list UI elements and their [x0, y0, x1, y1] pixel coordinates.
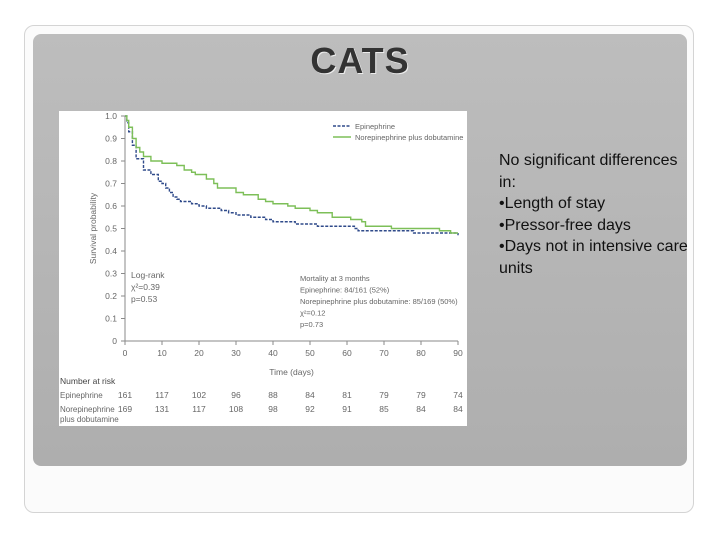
legend-label: Epinephrine — [355, 122, 395, 131]
x-tick-label: 60 — [342, 348, 352, 358]
risk-table-value: 85 — [379, 404, 389, 414]
y-axis-label: Survival probability — [88, 192, 98, 264]
slide-title: CATS — [310, 40, 410, 81]
y-tick-label: 0.3 — [105, 269, 117, 279]
x-tick-label: 70 — [379, 348, 389, 358]
risk-table-value: 81 — [342, 390, 352, 400]
risk-table-row-label: Epinephrine — [60, 391, 103, 400]
legend-label: Norepinephrine plus dobutamine — [355, 133, 463, 142]
risk-table-value: 79 — [416, 390, 426, 400]
mortality-annotation: p=0.73 — [300, 320, 323, 329]
y-tick-label: 0.7 — [105, 179, 117, 189]
y-tick-label: 0.6 — [105, 201, 117, 211]
risk-table-header: Number at risk — [60, 376, 116, 386]
risk-table-value: 92 — [305, 404, 315, 414]
risk-table-value: 117 — [192, 404, 206, 414]
x-tick-label: 20 — [194, 348, 204, 358]
bullet-heading: No significant differences in: — [499, 152, 678, 191]
risk-table-value: 74 — [453, 390, 463, 400]
logrank-annotation: χ²=0.39 — [131, 282, 160, 292]
y-tick-label: 0.8 — [105, 156, 117, 166]
risk-table-value: 161 — [118, 390, 132, 400]
y-tick-label: 0 — [112, 336, 117, 346]
risk-table-value: 117 — [155, 390, 169, 400]
series-line-norepinephrine-dobutamine — [125, 115, 458, 234]
risk-table-row-label: plus dobutamine — [60, 415, 119, 424]
x-tick-label: 0 — [123, 348, 128, 358]
risk-table-value: 98 — [268, 404, 278, 414]
risk-table-value: 88 — [268, 390, 278, 400]
risk-table-value: 91 — [342, 404, 352, 414]
y-tick-label: 1.0 — [105, 111, 117, 121]
chart-svg: 0 0.1 0.2 0.3 0.4 0.5 0.6 0.7 0.8 0.9 1.0 0 10 20 30 40… — [60, 111, 463, 424]
risk-table-value: 84 — [416, 404, 426, 414]
series-line-epinephrine — [125, 115, 459, 236]
bullet-days-not-in-icu: •Days not in intensive care units — [499, 238, 688, 277]
risk-table-value: 169 — [118, 404, 132, 414]
bullet-pressor-free-days: •Pressor-free days — [499, 216, 631, 234]
mortality-annotation: χ²=0.12 — [300, 309, 325, 318]
x-tick-label: 40 — [268, 348, 278, 358]
x-tick-label: 80 — [416, 348, 426, 358]
mortality-annotation: Norepinephrine plus dobutamine: 85/169 (… — [300, 297, 458, 306]
logrank-annotation: p=0.53 — [131, 294, 158, 304]
risk-table-value: 84 — [453, 404, 463, 414]
risk-table-value: 96 — [231, 390, 241, 400]
risk-table-value: 131 — [155, 404, 169, 414]
x-tick-label: 50 — [305, 348, 315, 358]
x-axis-label: Time (days) — [269, 367, 314, 377]
risk-table-value: 84 — [305, 390, 315, 400]
mortality-annotation: Mortality at 3 months — [300, 274, 370, 283]
y-tick-label: 0.5 — [105, 224, 117, 234]
y-tick-label: 0.1 — [105, 314, 117, 324]
bullet-list: No significant differences in: •Length o… — [499, 150, 689, 280]
x-tick-label: 90 — [453, 348, 463, 358]
risk-table-value: 79 — [379, 390, 389, 400]
bullet-length-of-stay: •Length of stay — [499, 195, 606, 213]
x-tick-label: 30 — [231, 348, 241, 358]
mortality-annotation: Epinephrine: 84/161 (52%) — [300, 286, 390, 295]
risk-table-value: 108 — [229, 404, 243, 414]
risk-table-value: 102 — [192, 390, 206, 400]
x-tick-label: 10 — [157, 348, 167, 358]
logrank-annotation: Log-rank — [131, 270, 165, 280]
y-tick-label: 0.4 — [105, 246, 117, 256]
y-tick-label: 0.9 — [105, 134, 117, 144]
y-tick-label: 0.2 — [105, 291, 117, 301]
kaplan-meier-chart: 0 0.1 0.2 0.3 0.4 0.5 0.6 0.7 0.8 0.9 1.0 0 10 20 30 40… — [59, 111, 467, 426]
risk-table-row-label: Norepinephrine — [60, 405, 115, 414]
